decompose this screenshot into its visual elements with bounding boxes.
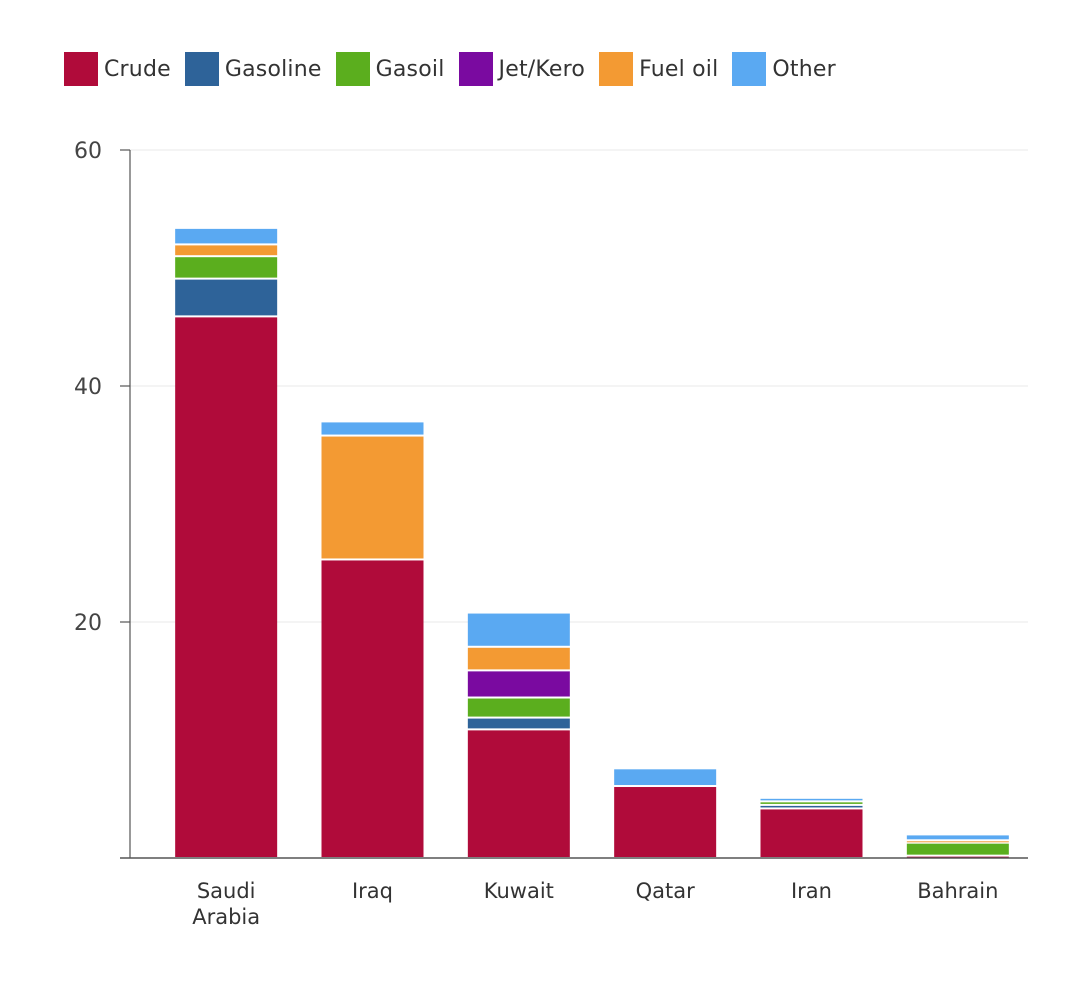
bars [175,228,1009,858]
bar-segment-fuel-oil[interactable] [321,436,424,559]
y-axis: 20 40 60 [74,139,131,858]
bar-segment-crude[interactable] [760,809,863,857]
legend-swatch-gasoil [335,52,370,86]
bar-stack-kuwait[interactable] [467,613,570,857]
bar-segment-crude[interactable] [906,856,1009,858]
x-tick-label: Bahrain [917,879,998,903]
bar-segment-other[interactable] [467,613,570,646]
x-tick-label: Arabia [192,905,260,929]
legend-label: Fuel oil [639,56,719,82]
bar-segment-gasoil[interactable] [175,257,278,278]
legend-label: Gasoline [224,56,322,82]
legend-swatch-fuel-oil [599,52,634,86]
gridlines [130,149,1028,623]
bar-segment-other[interactable] [175,228,278,244]
bar-segment-fuel-oil[interactable] [175,245,278,256]
legend-item-crude[interactable]: Crude [64,52,171,86]
legend-item-fuel-oil[interactable]: Fuel oil [599,52,718,86]
bar-stack-saudi-arabia[interactable] [175,228,278,857]
bar-segment-gasoil[interactable] [906,843,1009,855]
legend-item-other[interactable]: Other [732,52,836,86]
bar-segment-other[interactable] [321,422,424,435]
legend-label: Crude [104,56,171,82]
bar-segment-fuel-oil[interactable] [467,647,570,670]
legend-item-gasoline[interactable]: Gasoline [184,52,322,86]
legend-item-gasoil[interactable]: Gasoil [335,52,445,86]
legend-swatch-gasoline [184,52,219,86]
legend-label: Gasoil [375,56,445,82]
bar-segment-crude[interactable] [321,560,424,857]
x-tick-label: Qatar [636,879,696,903]
bar-stack-qatar[interactable] [614,769,717,857]
legend-item-jet-kero[interactable]: Jet/Kero [458,52,586,86]
bar-stack-bahrain[interactable] [906,835,1009,858]
bar-segment-other[interactable] [760,798,863,801]
bar-segment-other[interactable] [906,835,1009,840]
x-tick-label: Kuwait [484,879,554,903]
y-tick-label: 40 [74,375,102,400]
bar-segment-gasoline[interactable] [467,718,570,729]
bar-segment-gasoline[interactable] [760,805,863,808]
chart-legend: Crude Gasoline Gasoil Jet/Kero Fuel oil … [64,52,850,86]
legend-swatch-crude [64,52,98,86]
bar-segment-crude[interactable] [175,317,278,857]
bar-segment-gasoil[interactable] [760,802,863,804]
legend-swatch-jet-kero [458,52,493,86]
x-tick-label: Iran [791,879,832,903]
bar-stack-iran[interactable] [760,798,863,857]
legend-swatch-other [732,52,767,86]
bar-segment-other[interactable] [614,769,717,786]
y-tick-label: 60 [74,139,102,164]
x-tick-label: Iraq [352,879,393,903]
bar-segment-crude[interactable] [467,730,570,857]
bar-segment-gasoline[interactable] [175,279,278,316]
legend-label: Jet/Kero [498,56,586,82]
bar-segment-fuel-oil[interactable] [906,841,1009,843]
bar-stack-iraq[interactable] [321,422,424,857]
y-tick-label: 20 [74,611,102,636]
legend-label: Other [772,56,836,82]
bar-segment-gasoil[interactable] [467,698,570,717]
bar-segment-jet-kero[interactable] [467,671,570,697]
bar-segment-crude[interactable] [614,787,717,857]
x-tick-label: Saudi [197,879,256,903]
